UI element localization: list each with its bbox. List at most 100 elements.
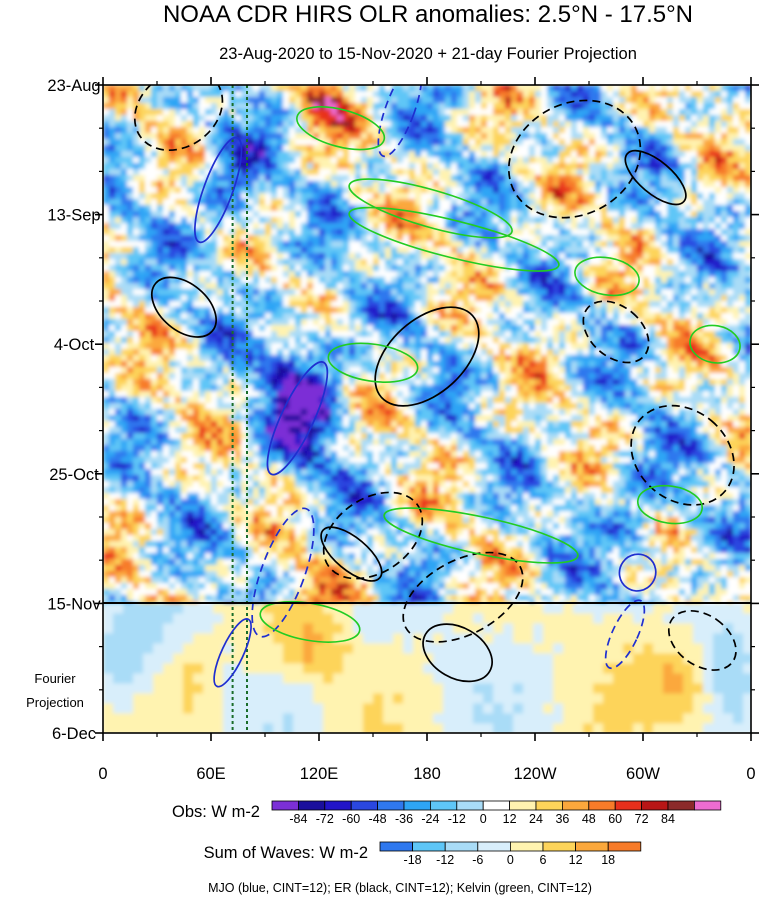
obs-colorbar-level-11: 48 xyxy=(582,812,596,826)
mjo-contour-6 xyxy=(618,553,657,592)
obs-colorbar-level-13: 72 xyxy=(635,812,649,826)
waves-colorbar: -18 -12 -6 0 6 12 18 xyxy=(379,841,642,867)
y-tick-label-2: 4-Oct xyxy=(54,336,95,354)
x-tick-label-3: 180 xyxy=(413,765,441,783)
kelvin-contour-22 xyxy=(383,507,579,564)
waves-colorbar-level-3: 0 xyxy=(507,853,514,867)
kelvin-contour-26 xyxy=(574,256,640,297)
obs-colorbar-swatch-15 xyxy=(667,800,695,811)
waves-colorbar-swatch-2 xyxy=(444,841,479,852)
mjo-contour-4 xyxy=(377,85,423,158)
chart-subtitle: 23-Aug-2020 to 15-Nov-2020 + 21-day Four… xyxy=(219,45,637,63)
obs-colorbar-swatch-3 xyxy=(350,800,379,811)
obs-colorbar-swatch-11 xyxy=(562,800,590,811)
obs-colorbar-swatch-9 xyxy=(509,800,537,811)
kelvin-contour-20 xyxy=(348,178,513,239)
er-contour-16 xyxy=(582,300,650,364)
obs-colorbar-swatch-16 xyxy=(694,800,722,811)
wave-legend-footer: MJO (blue, CINT=12); ER (black, CINT=12)… xyxy=(208,881,592,895)
kelvin-contour-23 xyxy=(327,342,419,383)
mjo-contour-5 xyxy=(604,599,646,670)
mjo-contour-2 xyxy=(251,507,315,638)
obs-colorbar-swatch-2 xyxy=(324,800,352,811)
obs-colorbar-level-1: -72 xyxy=(316,812,334,826)
waves-colorbar-level-5: 12 xyxy=(569,853,583,867)
y-tick-label-5: 6-Dec xyxy=(52,725,96,743)
waves-colorbar-level-4: 6 xyxy=(540,853,547,867)
er-contour-15 xyxy=(624,149,687,206)
y-tick-label-4: 15-Nov xyxy=(47,595,101,613)
axes: 23-Aug 13-Sep 4-Oct 25-Oct 15-Nov 6-Dec 0 60E 12… xyxy=(47,77,759,783)
plot-area xyxy=(103,85,751,733)
obs-colorbar-swatch-4 xyxy=(377,800,405,811)
waves-colorbar-swatch-5 xyxy=(542,841,576,852)
waves-colorbar-level-6: 18 xyxy=(601,853,615,867)
projection-label-1: Fourier xyxy=(34,671,76,686)
x-tick-label-2: 120E xyxy=(300,765,339,783)
waves-colorbar-swatch-6 xyxy=(575,841,609,852)
er-contour-10 xyxy=(322,491,424,580)
er-contour-9 xyxy=(374,306,480,407)
waves-colorbar-level-2: -6 xyxy=(472,853,483,867)
er-contour-7 xyxy=(133,85,224,152)
obs-colorbar-swatch-10 xyxy=(535,800,563,811)
obs-colorbar-level-4: -36 xyxy=(395,812,413,826)
waves-colorbar-level-1: -12 xyxy=(436,853,454,867)
obs-colorbar-level-6: -12 xyxy=(448,812,466,826)
y-tick-label-0: 23-Aug xyxy=(47,77,100,95)
mjo-contour-0 xyxy=(194,136,243,244)
er-contour-18 xyxy=(667,609,737,671)
obs-colorbar-swatch-0 xyxy=(271,800,299,811)
obs-colorbar-level-3: -48 xyxy=(369,812,387,826)
er-contour-8 xyxy=(151,276,217,338)
x-tick-label-5: 60W xyxy=(626,765,660,783)
obs-colorbar-level-7: 0 xyxy=(480,812,487,826)
x-tick-label-1: 60E xyxy=(196,765,225,783)
obs-colorbar-level-9: 24 xyxy=(529,812,543,826)
obs-colorbar-label: Obs: W m-2 xyxy=(172,803,260,821)
kelvin-contour-19 xyxy=(296,106,386,151)
er-contour-17 xyxy=(630,404,735,506)
obs-colorbar-level-14: 84 xyxy=(661,812,675,826)
er-contour-12 xyxy=(402,551,524,643)
y-tick-label-3: 25-Oct xyxy=(49,466,99,484)
obs-colorbar-swatch-1 xyxy=(297,800,326,811)
waves-colorbar-swatch-0 xyxy=(379,841,413,852)
x-tick-label-4: 120W xyxy=(513,765,557,783)
obs-colorbar: -84 -72 -60 -48 -36 -24 -12 0 12 24 36 48 60 72 84 xyxy=(271,800,722,826)
er-contour-11 xyxy=(320,526,383,582)
kelvin-contour-24 xyxy=(637,484,703,525)
waves-colorbar-label: Sum of Waves: W m-2 xyxy=(204,844,368,862)
mjo-contour-1 xyxy=(266,361,329,476)
obs-colorbar-swatch-7 xyxy=(456,800,484,811)
obs-colorbar-level-0: -84 xyxy=(289,812,307,826)
obs-colorbar-swatch-14 xyxy=(641,800,669,811)
er-contour-13 xyxy=(422,623,493,683)
obs-colorbar-swatch-8 xyxy=(482,800,511,811)
obs-colorbar-level-8: 12 xyxy=(503,812,517,826)
kelvin-contour-21 xyxy=(348,206,560,272)
mjo-contour-3 xyxy=(213,618,252,688)
olr-anomaly-field xyxy=(103,85,751,608)
y-tick-label-1: 13-Sep xyxy=(47,207,100,225)
obs-colorbar-swatch-6 xyxy=(429,800,458,811)
waves-colorbar-swatch-1 xyxy=(412,841,446,852)
projection-label-2: Projection xyxy=(26,695,84,710)
er-contour-14 xyxy=(507,99,642,219)
x-tick-label-0: 0 xyxy=(98,765,107,783)
waves-colorbar-swatch-7 xyxy=(607,841,642,852)
obs-colorbar-swatch-13 xyxy=(614,800,643,811)
obs-colorbar-level-12: 60 xyxy=(608,812,622,826)
fourier-projection-field xyxy=(103,603,751,733)
waves-colorbar-swatch-4 xyxy=(509,841,544,852)
waves-colorbar-swatch-3 xyxy=(477,841,511,852)
kelvin-contour-25 xyxy=(689,324,741,364)
waves-colorbar-level-0: -18 xyxy=(404,853,422,867)
wave-contours xyxy=(133,85,741,688)
obs-colorbar-level-5: -24 xyxy=(421,812,439,826)
x-tick-label-6: 0 xyxy=(746,765,755,783)
chart-title: NOAA CDR HIRS OLR anomalies: 2.5°N - 17.… xyxy=(163,1,693,28)
obs-colorbar-level-10: 36 xyxy=(555,812,569,826)
obs-colorbar-level-2: -60 xyxy=(342,812,360,826)
obs-colorbar-swatch-12 xyxy=(588,800,616,811)
